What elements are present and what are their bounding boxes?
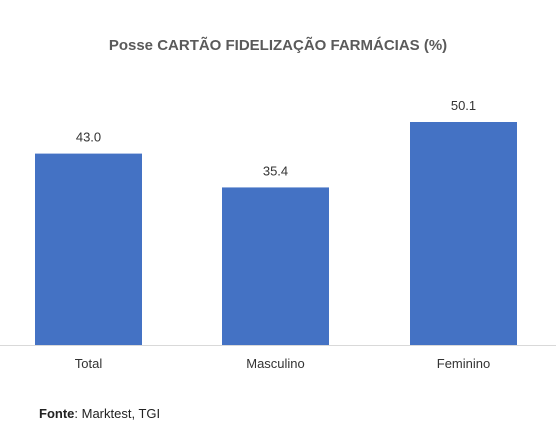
bar-feminino <box>410 122 517 345</box>
category-label-masculino: Masculino <box>246 356 305 371</box>
data-label-masculino: 35.4 <box>263 163 288 178</box>
source-label: Fonte <box>39 406 75 421</box>
bar-total <box>35 153 142 345</box>
data-label-feminino: 50.1 <box>451 98 476 113</box>
category-label-feminino: Feminino <box>437 356 490 371</box>
source-note: Fonte: Marktest, TGI <box>39 406 160 421</box>
source-text: : Marktest, TGI <box>74 406 161 421</box>
category-label-total: Total <box>75 356 103 371</box>
data-label-total: 43.0 <box>76 130 101 145</box>
bar-masculino <box>222 187 329 345</box>
chart-title: Posse CARTÃO FIDELIZAÇÃO FARMÁCIAS (%) <box>108 37 448 54</box>
